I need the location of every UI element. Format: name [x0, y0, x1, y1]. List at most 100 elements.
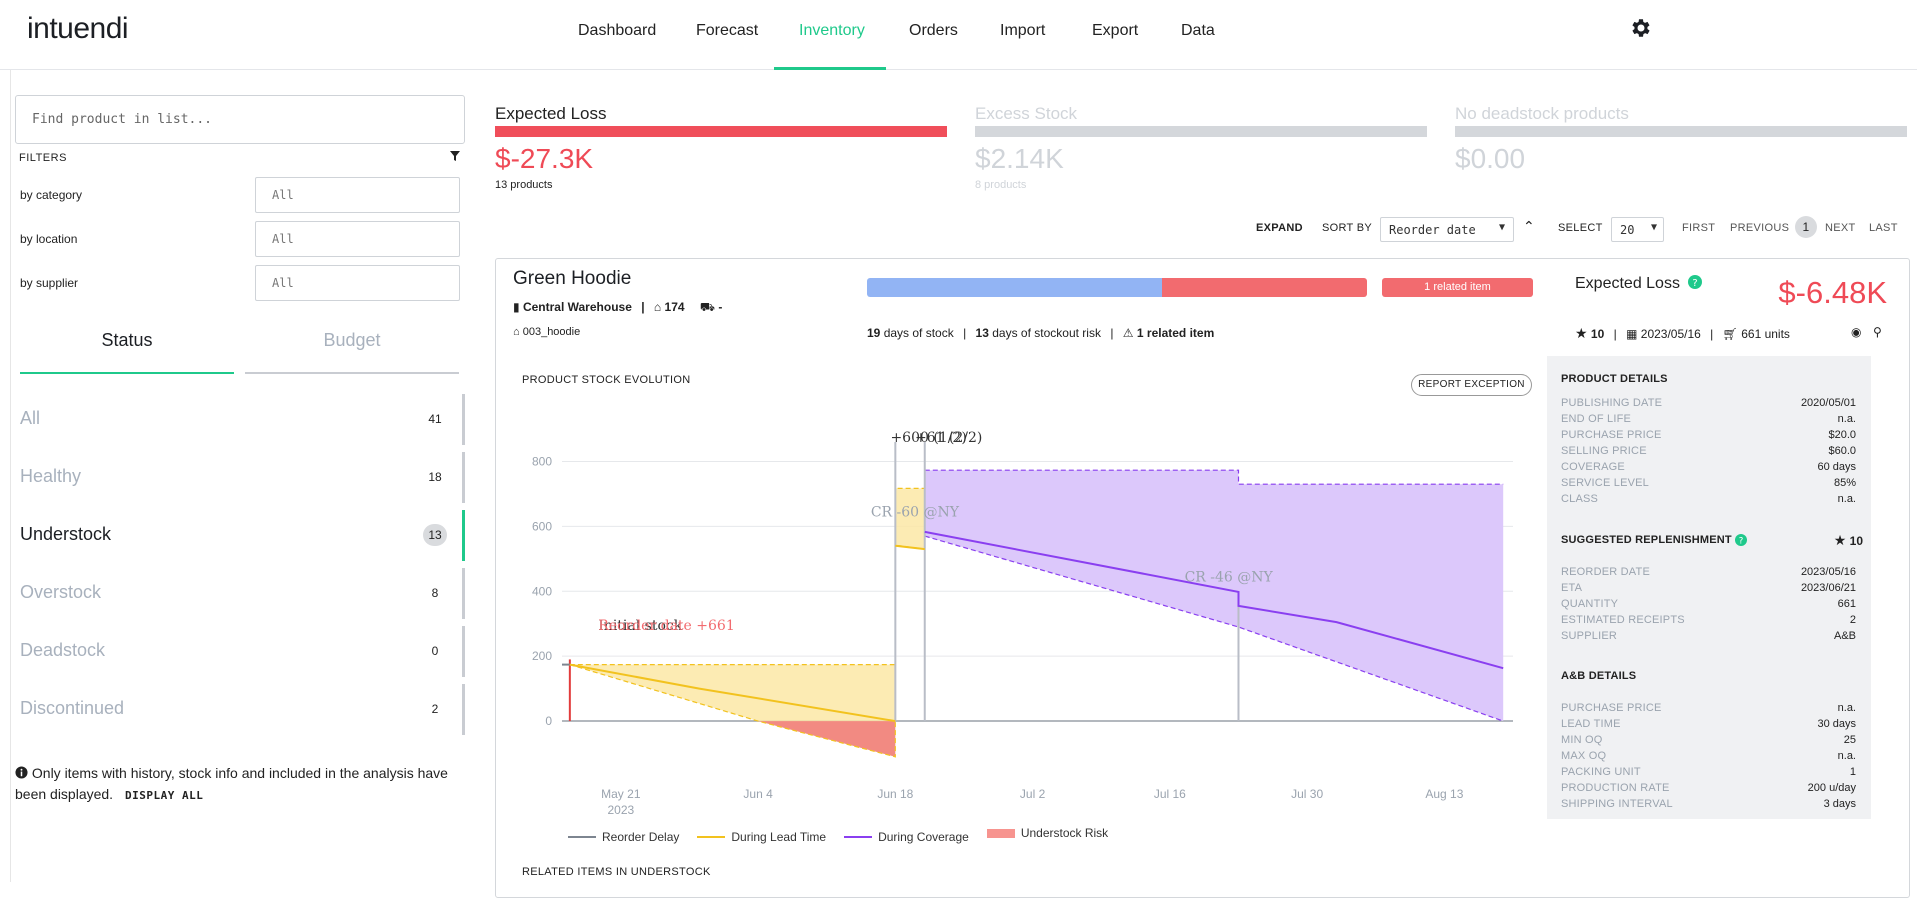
reorder-date: 2023/05/16 [1640, 327, 1701, 341]
chevron-down-icon: ▼ [1498, 222, 1505, 233]
eye-off-icon[interactable]: ◉ [1851, 325, 1862, 339]
kpi-title: Excess Stock [975, 104, 1078, 123]
app-logo[interactable]: intuendi [27, 12, 129, 45]
kpi-deadstock[interactable]: No deadstock products $0.00 [1455, 104, 1907, 179]
nav-import[interactable]: Import [1000, 22, 1046, 39]
replenishment-row: REORDER DATE 2023/05/16 [1561, 566, 1869, 582]
chart-annotation: +600 (1/2) [890, 430, 966, 446]
funnel-icon[interactable] [449, 150, 461, 162]
kpi-expected-loss[interactable]: Expected Loss $-27.3K 13 products [495, 104, 947, 191]
replenishment-title: SUGGESTED REPLENISHMENT [1561, 534, 1732, 546]
replenishment-key: ESTIMATED RECEIPTS [1561, 614, 1685, 626]
supplier-details-title: A&B DETAILS [1561, 670, 1637, 682]
chevron-down-icon: ▼ [1650, 222, 1657, 233]
svg-text:?: ? [1693, 278, 1698, 289]
x-tick-label: Jun 18 [877, 787, 913, 801]
kpi-value: $2.14K [975, 143, 1064, 174]
legend-label: Understock Risk [1020, 826, 1109, 840]
status-count-badge: 2 [431, 702, 439, 716]
status-item-overstock[interactable]: Overstock 8 [20, 568, 465, 619]
related-count[interactable]: 1 related item [1136, 326, 1215, 340]
legend-item[interactable]: Reorder Delay [568, 830, 679, 844]
kpi-excess-stock[interactable]: Excess Stock $2.14K 8 products [975, 104, 1427, 191]
filters-label: FILTERS [19, 152, 67, 164]
nav-export[interactable]: Export [1092, 22, 1139, 39]
supplier-detail-value: 200 u/day [1807, 782, 1856, 794]
supplier-detail-key: SHIPPING INTERVAL [1561, 798, 1673, 810]
priority-row: ★ 10 | ▦ 2023/05/16 | 🛒︎ 661 units [1575, 325, 1790, 341]
status-item-deadstock[interactable]: Deadstock 0 [20, 626, 465, 677]
supplier-detail-row: PACKING UNIT 1 [1561, 766, 1869, 782]
nav-forecast[interactable]: Forecast [696, 22, 759, 39]
supplier-detail-value: n.a. [1837, 750, 1856, 762]
display-all-link[interactable]: DISPLAY ALL [124, 789, 204, 802]
replenishment-priority: ★ 10 [1834, 532, 1863, 549]
lead-time-upper-bound [569, 487, 926, 666]
legend-item[interactable]: During Coverage [844, 830, 969, 844]
stock-coverage-segment [867, 278, 1162, 297]
pagination-first[interactable]: FIRST [1682, 222, 1716, 234]
filter-supplier-select[interactable]: All [255, 265, 460, 301]
product-search-input[interactable] [15, 95, 465, 144]
replenishment-row: SUPPLIER A&B [1561, 630, 1869, 646]
gear-icon[interactable] [1629, 16, 1653, 40]
tab-budget[interactable]: Budget [323, 330, 381, 350]
replenishment-value: 2 [1849, 614, 1856, 626]
pagination-current-page[interactable]: 1 [1795, 216, 1817, 238]
product-detail-key: PUBLISHING DATE [1561, 397, 1663, 409]
product-meta-row: ▮ Central Warehouse | ⌂ 174 ⛟ - [513, 300, 723, 314]
home-icon: ⌂ [653, 300, 662, 314]
x-tick-label: May 21 [601, 787, 641, 801]
product-detail-row: END OF LIFE n.a. [1561, 413, 1869, 429]
legend-label: During Lead Time [731, 829, 827, 844]
legend-item[interactable]: Understock Risk [986, 826, 1109, 840]
lead-time-lower-bound [569, 544, 925, 758]
status-item-all[interactable]: All 41 [20, 394, 465, 445]
product-detail-key: SERVICE LEVEL [1561, 477, 1649, 489]
status-label: Discontinued [20, 698, 125, 718]
chart-annotation: CR -46 @NY [1185, 570, 1274, 586]
supplier-detail-row: PRODUCTION RATE 200 u/day [1561, 782, 1869, 798]
kpi-bar [1455, 126, 1907, 137]
related-item-badge[interactable]: 1 related item [1382, 278, 1533, 297]
tab-status[interactable]: Status [101, 330, 153, 350]
stock-evolution-chart: 0 200 400 600 800 May 21 Jun 4 Jun 18 Jul 2 Jul 1… [532, 430, 1513, 817]
filter-location-select[interactable]: All [255, 221, 460, 257]
report-exception-button[interactable]: REPORT EXCEPTION [1411, 374, 1532, 396]
nav-data[interactable]: Data [1181, 22, 1215, 39]
chart-annotation: CR -60 @NY [871, 505, 960, 521]
product-detail-key: END OF LIFE [1561, 413, 1632, 425]
nav-orders[interactable]: Orders [909, 22, 958, 39]
star-icon: ★ [1833, 532, 1847, 548]
sort-direction-icon[interactable]: ⌃ [1523, 218, 1536, 234]
cart-icon: 🛒︎ [1722, 327, 1738, 341]
help-icon[interactable]: ? [1688, 275, 1703, 289]
pagination-previous[interactable]: PREVIOUS [1730, 222, 1790, 234]
product-detail-value: 60 days [1817, 461, 1856, 473]
status-item-understock[interactable]: Understock 13 [20, 510, 465, 561]
page-size-select[interactable]: 20 ▼ [1611, 217, 1664, 242]
tab-budget-underline [245, 372, 459, 374]
filter-category-select[interactable]: All [255, 177, 460, 213]
supplier-detail-key: PRODUCTION RATE [1561, 782, 1670, 794]
sort-by-select[interactable]: Reorder date ▼ [1380, 217, 1514, 242]
pagination-last[interactable]: LAST [1869, 222, 1898, 234]
status-item-healthy[interactable]: Healthy 18 [20, 452, 465, 503]
expected-loss-label-text: Expected Loss [1575, 275, 1680, 292]
status-item-discontinued[interactable]: Discontinued 2 [20, 684, 465, 735]
supplier-detail-value: n.a. [1837, 702, 1856, 714]
help-icon[interactable]: ? [1735, 534, 1747, 546]
product-name[interactable]: Green Hoodie [513, 268, 632, 289]
pagination-next[interactable]: NEXT [1825, 222, 1856, 234]
legend-item[interactable]: During Lead Time [697, 830, 826, 844]
expand-button[interactable]: EXPAND [1256, 222, 1303, 234]
expected-loss-value: $-6.48K [1778, 275, 1887, 310]
x-tick-label: Jun 4 [743, 787, 773, 801]
status-label: Deadstock [20, 640, 106, 660]
nav-dashboard[interactable]: Dashboard [578, 22, 657, 39]
status-indicator [462, 510, 465, 561]
svg-text:?: ? [1739, 536, 1744, 546]
lead-time-receipt-line [895, 544, 925, 551]
nav-inventory[interactable]: Inventory [799, 22, 865, 39]
pin-icon[interactable]: ⚲ [1873, 325, 1882, 339]
